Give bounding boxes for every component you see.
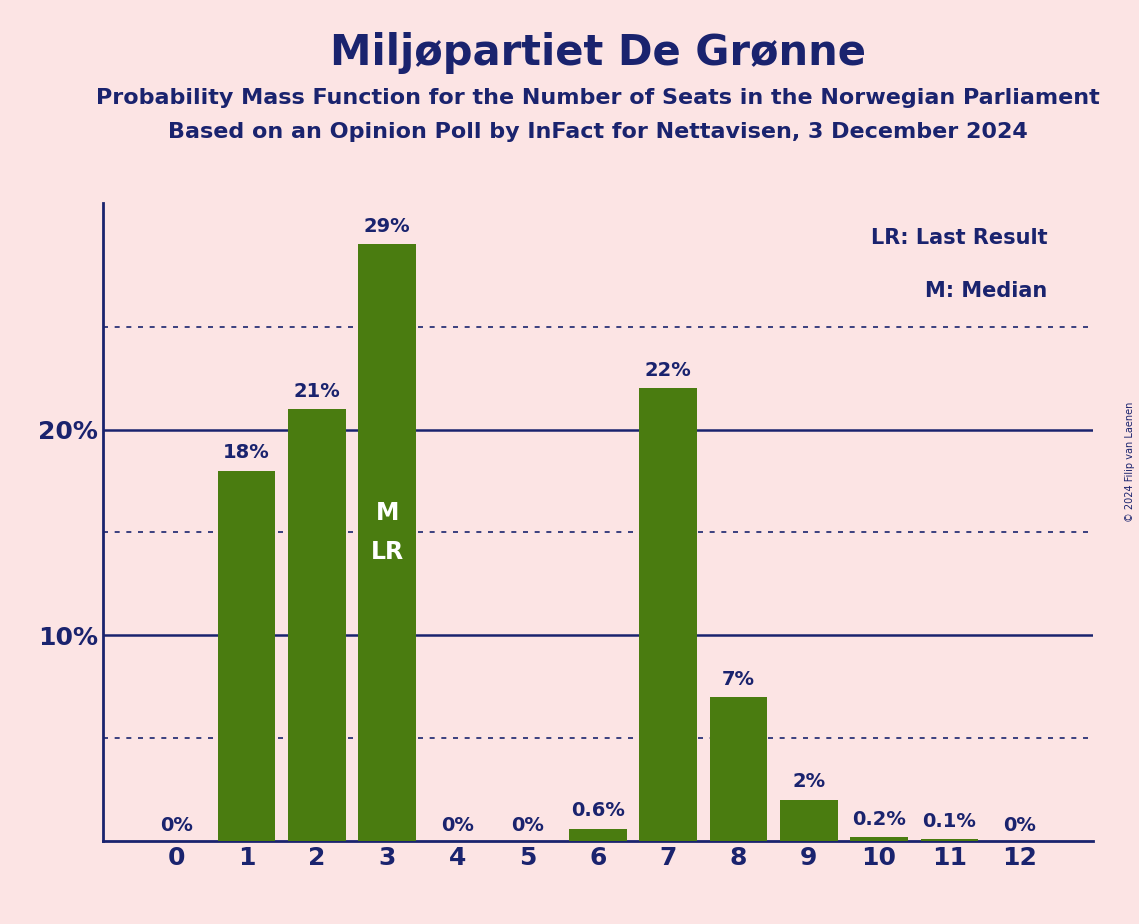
- Bar: [570, 829, 626, 841]
- Bar: [288, 409, 346, 841]
- Text: 0.1%: 0.1%: [923, 811, 976, 831]
- Text: 18%: 18%: [223, 444, 270, 462]
- Text: 0%: 0%: [511, 816, 544, 834]
- Text: 2%: 2%: [793, 772, 826, 792]
- Bar: [920, 839, 978, 841]
- Bar: [850, 837, 908, 841]
- Text: 29%: 29%: [363, 217, 410, 237]
- Text: LR: Last Result: LR: Last Result: [871, 228, 1048, 248]
- Text: M: Median: M: Median: [926, 282, 1048, 301]
- Text: 21%: 21%: [294, 382, 341, 401]
- Text: Probability Mass Function for the Number of Seats in the Norwegian Parliament: Probability Mass Function for the Number…: [96, 88, 1100, 108]
- Text: 0%: 0%: [441, 816, 474, 834]
- Text: M
LR: M LR: [370, 501, 403, 564]
- Text: Miljøpartiet De Grønne: Miljøpartiet De Grønne: [330, 32, 866, 74]
- Text: Based on an Opinion Poll by InFact for Nettavisen, 3 December 2024: Based on an Opinion Poll by InFact for N…: [169, 122, 1027, 142]
- Text: © 2024 Filip van Laenen: © 2024 Filip van Laenen: [1125, 402, 1134, 522]
- Text: 0%: 0%: [159, 816, 192, 834]
- Bar: [359, 245, 416, 841]
- Text: 22%: 22%: [645, 361, 691, 380]
- Text: 0%: 0%: [1003, 816, 1036, 834]
- Bar: [218, 470, 276, 841]
- Text: 7%: 7%: [722, 670, 755, 688]
- Bar: [780, 799, 837, 841]
- Text: 0.6%: 0.6%: [571, 801, 625, 821]
- Text: 0.2%: 0.2%: [852, 809, 906, 829]
- Bar: [639, 388, 697, 841]
- Bar: [710, 697, 768, 841]
